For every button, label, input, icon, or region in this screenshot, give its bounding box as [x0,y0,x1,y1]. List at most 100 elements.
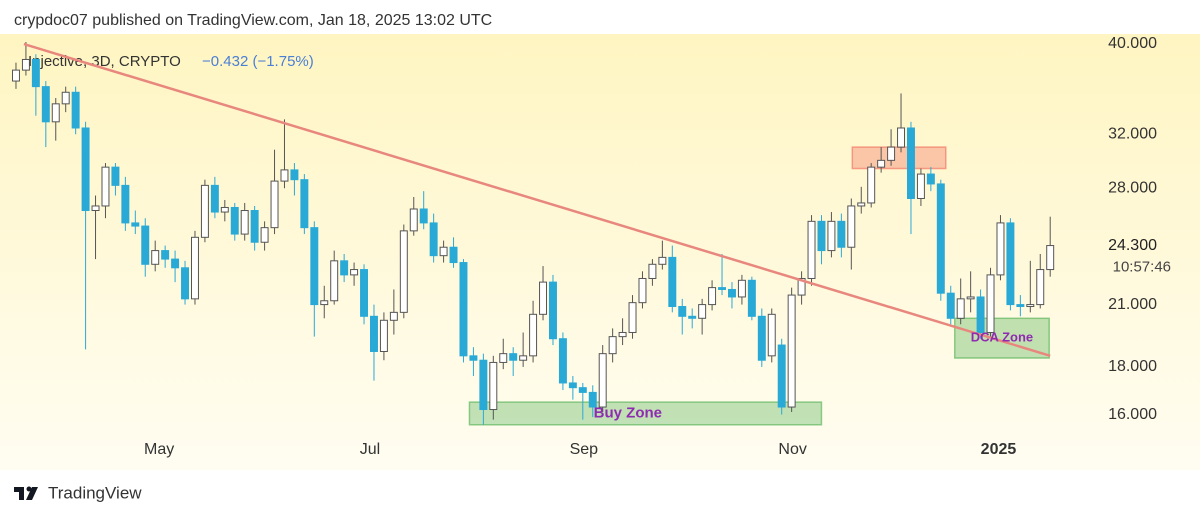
candle-body [310,227,319,306]
candle-body [31,58,40,88]
candle-body [747,279,756,317]
candle-body [946,292,955,319]
candle-body [618,331,627,338]
candle-body [757,315,766,361]
zone-label: DCA Zone [971,330,1033,345]
candle-body [369,315,378,352]
candle-body [857,202,866,207]
candle-body [678,306,687,317]
candle-body [419,208,428,224]
candle-body [409,208,418,232]
candle-body [817,220,826,252]
candle-body [1006,222,1015,306]
candle-body [578,387,587,393]
candle-body [141,225,150,265]
candle-body [449,246,458,264]
candle-body [568,382,577,389]
y-tick-label: 21.000 [1108,296,1157,313]
candle-body [519,355,528,361]
x-tick-label: Jul [360,441,380,458]
candle-body [479,359,488,411]
candle-body [668,256,677,308]
candle-body [807,220,816,279]
zone [468,401,823,426]
y-tick-label: 16.000 [1108,406,1157,423]
candle-body [240,210,249,235]
candle-body [529,313,538,357]
candle-body [459,262,468,357]
candle-body [996,222,1005,276]
candle-body [767,313,776,357]
candle-body [1026,304,1035,308]
candle-body [608,336,617,355]
x-tick-label: 2025 [981,441,1017,458]
candle-body [897,127,906,148]
candle-body [360,269,369,317]
candle-body [698,304,707,319]
x-tick-label: May [144,441,174,458]
candle-body [1036,269,1045,306]
candle-body [1046,245,1055,271]
x-tick-label: Sep [570,441,599,458]
candle-body [847,205,856,248]
candle-body [230,206,239,235]
candle-body [250,210,259,243]
candle-body [777,344,786,408]
publish-header: crypdoc07 published on TradingView.com, … [14,12,492,29]
candle-body [737,279,746,298]
candle-body [171,258,180,269]
candle-body [379,319,388,352]
candle-body [1016,304,1025,308]
candle-body [270,180,279,229]
candle-body [399,230,408,313]
candle-body [21,58,30,71]
candle-body [190,236,199,300]
candle-body [111,166,120,186]
candle-body [648,263,657,279]
x-tick-label: Nov [778,441,806,458]
candle-body [797,277,806,296]
candle-body [210,184,219,213]
tradingview-logo [14,486,38,500]
candle-body [827,220,836,252]
candle-body [429,222,438,257]
candle-body [260,227,269,243]
candle-body [81,127,90,212]
candle-body [320,300,329,306]
candle-body [658,256,667,265]
candle-body [638,277,647,304]
candle-body [41,86,50,123]
y-tick-label: 32.000 [1108,125,1157,142]
candle-body [489,361,498,411]
y-tick-label: 18.000 [1108,358,1157,375]
candle-body [956,298,965,319]
candle-body [350,269,359,276]
candle-body [787,294,796,408]
candle-body [936,183,945,294]
candle-body [439,246,448,257]
candle-body [986,274,995,333]
footer-brand: TradingView [48,483,142,502]
candle-body [469,355,478,361]
candle-body [867,166,876,204]
trendline [23,42,1051,358]
candle-body [539,281,548,315]
candle-body [916,173,925,199]
candle-body [220,206,229,213]
candle-body [548,281,557,340]
bar-countdown: 10:57:46 [1113,259,1171,276]
candle-body [598,353,607,408]
candle-body [877,159,886,168]
candle-body [926,173,935,185]
candle-body [91,205,100,212]
candle-body [340,260,349,276]
candle-body [588,391,597,408]
zone-label: Buy Zone [594,404,662,421]
y-tick-label: 40.000 [1108,35,1157,52]
candle-body [290,169,299,181]
candle-body [509,353,518,361]
candle-body [688,315,697,319]
candle-body [628,302,637,333]
candle-body [161,250,170,260]
